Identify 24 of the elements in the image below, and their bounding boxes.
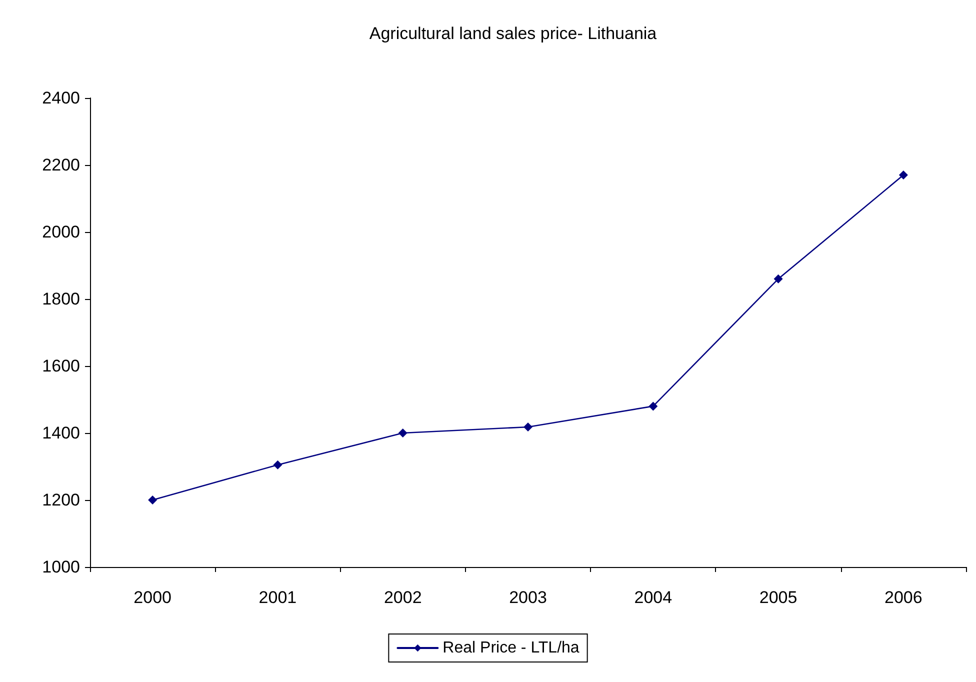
x-tick-label: 2000 (134, 588, 172, 607)
point (398, 428, 408, 438)
y-tick-label: 1000 (42, 558, 80, 576)
point (898, 170, 908, 180)
point (774, 274, 783, 284)
y-tick-label: 1800 (42, 290, 80, 308)
point (648, 402, 658, 411)
chart-title: Agricultural land sales price- Lithuania (369, 24, 658, 43)
y-tick-label: 1400 (42, 424, 80, 442)
y-tick-label: 2400 (42, 88, 80, 108)
point (524, 422, 532, 432)
point (148, 496, 158, 504)
y-tick-label: 1600 (42, 356, 80, 376)
x-tick-label: 2005 (759, 588, 798, 607)
y-tick-label: 2200 (42, 156, 80, 174)
x-tick-label: 2001 (258, 588, 297, 607)
legend-label: Real Price - LTL/ha (442, 640, 580, 656)
x-tick-label: 2002 (384, 588, 422, 607)
y-tick-label: 1200 (42, 490, 80, 510)
y-tick-label: 2000 (42, 222, 80, 242)
point (273, 460, 282, 470)
x-tick-label: 2004 (634, 588, 672, 607)
x-tick-label: 2003 (509, 588, 547, 607)
x-tick-label: 2006 (884, 588, 922, 607)
